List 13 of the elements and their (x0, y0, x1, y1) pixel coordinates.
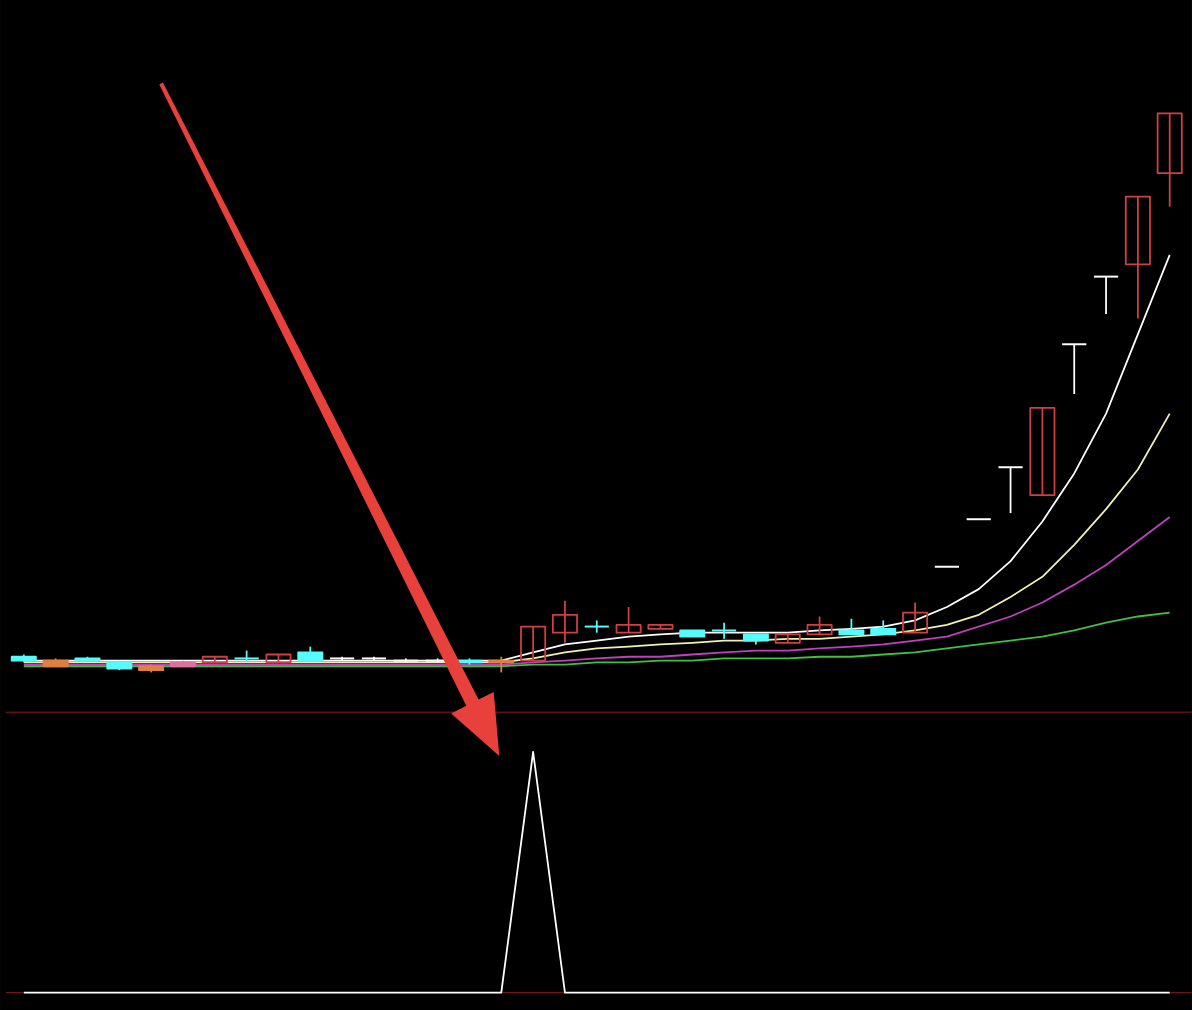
candlestick (774, 633, 801, 644)
candlestick (902, 601, 929, 634)
candlestick (551, 599, 578, 644)
candlestick (1092, 275, 1120, 315)
candlestick (997, 465, 1024, 514)
candlestick (1124, 195, 1151, 320)
candlestick (711, 621, 738, 640)
candlestick (1061, 342, 1088, 395)
candlestick (1156, 112, 1183, 208)
candlestick (615, 605, 642, 634)
candlestick (520, 625, 547, 662)
candlestick (1029, 406, 1056, 496)
candlestick (583, 619, 610, 634)
